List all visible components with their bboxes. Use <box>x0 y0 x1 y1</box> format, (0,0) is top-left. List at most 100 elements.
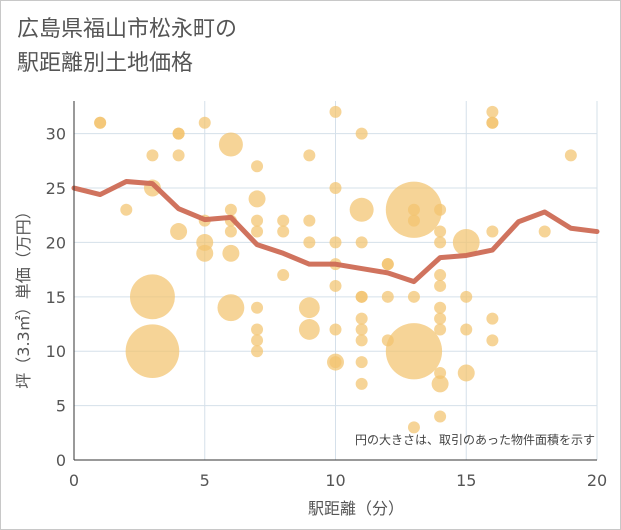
bubble-point <box>434 225 447 238</box>
size-annotation: 円の大きさは、取引のあった物件面積を示す <box>355 432 595 447</box>
bubble-point <box>251 160 264 173</box>
average-line-group <box>71 179 600 285</box>
x-tick-label: 5 <box>200 471 210 490</box>
bubble-point <box>355 377 368 390</box>
bubble-point <box>486 312 499 325</box>
bubble-point <box>538 225 551 238</box>
bubble-point <box>355 290 368 303</box>
bubble-point <box>385 323 443 380</box>
y-tick-label: 20 <box>46 233 66 252</box>
bubble-point <box>381 258 394 271</box>
chart-title-line-2: 駅距離別土地価格 <box>17 51 194 76</box>
bubble-point <box>486 105 499 118</box>
axes: 0 5 10 15 20 0 5 10 15 20 25 30 <box>46 101 607 490</box>
bubble-point <box>407 290 420 303</box>
bubble-point <box>251 345 264 358</box>
bubble-point <box>329 236 342 249</box>
bubble-point <box>434 236 447 249</box>
y-tick-label: 0 <box>56 451 66 470</box>
bubble-point <box>486 116 499 129</box>
bubble-point <box>407 214 420 227</box>
bubble-point <box>125 324 180 379</box>
y-tick-label: 15 <box>46 288 66 307</box>
bubble-point <box>355 127 368 140</box>
bubble-point <box>298 297 320 319</box>
bubble-point <box>434 323 447 336</box>
bubble-point <box>172 127 185 140</box>
bubble-point <box>303 236 316 249</box>
bubble-point <box>457 364 475 382</box>
bubble-point <box>277 269 290 282</box>
x-tick-label: 15 <box>456 471 476 490</box>
bubble-point <box>218 132 243 157</box>
bubble-point <box>224 225 237 238</box>
bubble-point <box>407 203 420 216</box>
bubble-point <box>381 334 394 347</box>
bubble-point <box>251 301 264 314</box>
bubble-point <box>277 225 290 238</box>
bubble-point <box>303 214 316 227</box>
bubble-point <box>355 236 368 249</box>
y-tick-label: 10 <box>46 342 66 361</box>
bubble-point <box>251 225 264 238</box>
bubble-point <box>224 203 237 216</box>
bubble-point <box>355 312 368 325</box>
y-tick-label: 5 <box>56 397 66 416</box>
bubble-point <box>355 334 368 347</box>
bubble-point <box>172 149 185 162</box>
bubble-point <box>434 366 447 379</box>
bubble-point <box>251 323 264 336</box>
bubble-point <box>217 294 245 322</box>
bubble-point <box>222 244 240 262</box>
y-axis-label: 坪（3.3㎡）単価（万円） <box>14 203 33 388</box>
bubble-point <box>486 225 499 238</box>
bubble-point <box>277 214 290 227</box>
bubble-point <box>434 279 447 292</box>
bubble-point <box>460 290 473 303</box>
bubble-point <box>486 334 499 347</box>
bubble-point <box>349 197 374 222</box>
x-tick-label: 20 <box>587 471 607 490</box>
bubble-point <box>146 149 159 162</box>
bubble-point <box>196 244 214 262</box>
chart-title: 広島県福山市松永町の 駅距離別土地価格 <box>17 13 417 81</box>
bubble-point <box>407 421 420 434</box>
bubble-series <box>94 105 577 434</box>
chart-title-line-1: 広島県福山市松永町の <box>17 17 238 42</box>
x-axis-label: 駅距離（分） <box>308 499 404 518</box>
bubble-point <box>251 334 264 347</box>
bubble-point <box>329 356 342 369</box>
bubble-point <box>434 410 447 423</box>
bubble-point <box>460 323 473 336</box>
bubble-point <box>452 229 480 256</box>
bubble-point <box>198 116 211 129</box>
bubble-point <box>355 356 368 369</box>
bubble-point <box>434 312 447 325</box>
bubble-point <box>434 269 447 282</box>
bubble-point <box>251 214 264 227</box>
bubble-point <box>329 182 342 195</box>
bubble-point <box>329 105 342 118</box>
bubble-point <box>434 203 447 216</box>
y-tick-label: 25 <box>46 179 66 198</box>
bubble-point <box>298 319 320 340</box>
bubble-point <box>431 375 449 393</box>
bubble-point <box>120 203 133 216</box>
bubble-point <box>434 301 447 314</box>
x-tick-label: 10 <box>325 471 345 490</box>
bubble-point <box>130 274 175 320</box>
y-tick-label: 30 <box>46 125 66 144</box>
bubble-point <box>381 290 394 303</box>
bubble-point <box>94 116 107 129</box>
bubble-point <box>329 279 342 292</box>
bubble-point <box>564 149 577 162</box>
bubble-point <box>355 323 368 336</box>
bubble-point <box>170 223 188 241</box>
average-price-line <box>71 179 600 285</box>
bubble-point <box>329 323 342 336</box>
bubble-point <box>303 149 316 162</box>
x-tick-label: 0 <box>69 471 79 490</box>
bubble-point <box>248 190 266 208</box>
